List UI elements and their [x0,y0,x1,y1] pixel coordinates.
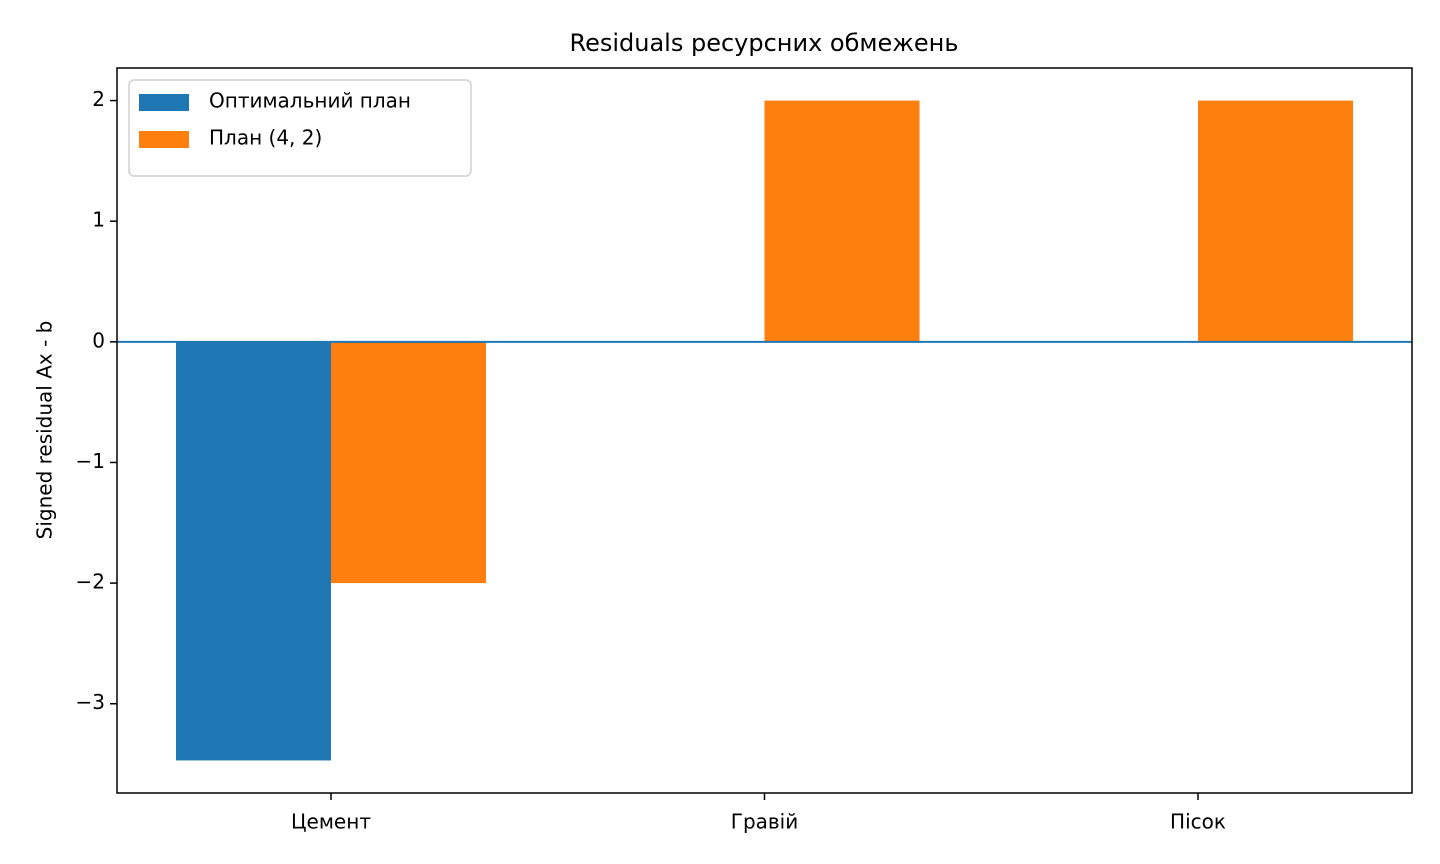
y-tick-label: 1 [92,208,105,232]
legend-label: План (4, 2) [209,126,322,150]
bar [176,341,331,761]
y-tick-label: 2 [92,87,105,111]
y-tick-label: −2 [76,570,105,594]
x-tick-label: Пісок [1170,810,1226,834]
plot-frame [116,67,1413,794]
y-tick-label: −1 [76,449,105,473]
bar [1198,100,1353,342]
legend-box [128,79,472,177]
x-tick-label: Гравій [731,810,799,834]
bar [331,341,486,584]
legend-swatch [139,94,189,111]
chart-title: Residuals ресурсних обмежень [569,29,958,57]
legend-swatch [139,131,189,148]
y-axis-label: Signed residual Ax - b [33,321,57,540]
x-tick-label: Цемент [291,810,371,834]
y-tick-label: −3 [76,690,105,714]
legend-label: Оптимальний план [209,89,411,113]
bar [764,100,920,342]
y-tick-label: 0 [92,328,105,352]
